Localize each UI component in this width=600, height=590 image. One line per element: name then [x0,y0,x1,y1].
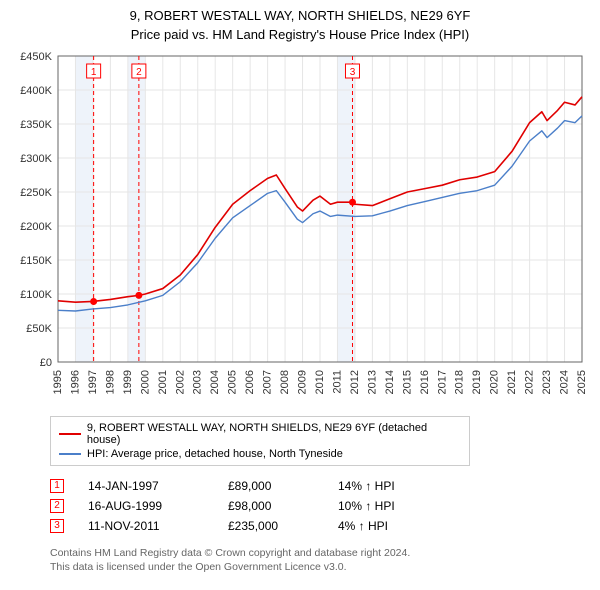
legend-label: HPI: Average price, detached house, Nort… [87,448,343,460]
svg-text:£0: £0 [40,357,52,369]
svg-text:1995: 1995 [52,370,64,394]
svg-text:2018: 2018 [454,370,466,394]
svg-text:£200K: £200K [20,221,52,233]
svg-text:2: 2 [136,67,142,78]
footer-line: Contains HM Land Registry data © Crown c… [50,546,590,560]
legend-label: 9, ROBERT WESTALL WAY, NORTH SHIELDS, NE… [87,422,461,446]
page-subtitle: Price paid vs. HM Land Registry's House … [10,27,590,42]
legend-item: 9, ROBERT WESTALL WAY, NORTH SHIELDS, NE… [59,421,461,447]
chart-container: 9, ROBERT WESTALL WAY, NORTH SHIELDS, NE… [0,0,600,580]
svg-text:£50K: £50K [26,323,52,335]
legend-item: HPI: Average price, detached house, Nort… [59,447,461,461]
event-diff: 10% ↑ HPI [338,499,448,513]
event-date: 16-AUG-1999 [88,499,228,513]
event-diff: 14% ↑ HPI [338,479,448,493]
event-marker: 3 [50,519,64,533]
event-row: 3 11-NOV-2011£235,0004% ↑ HPI [50,516,590,536]
svg-text:2007: 2007 [262,370,274,394]
svg-text:2002: 2002 [174,370,186,394]
event-price: £235,000 [228,519,338,533]
footer-line: This data is licensed under the Open Gov… [50,560,590,574]
line-chart: £0 £50K £100K £150K £200K £250K £300K £350K £400… [10,50,590,410]
event-date: 14-JAN-1997 [88,479,228,493]
svg-text:£100K: £100K [20,289,52,301]
svg-text:2025: 2025 [576,370,588,394]
svg-text:2003: 2003 [192,370,204,394]
svg-text:1996: 1996 [69,370,81,394]
svg-text:2021: 2021 [506,370,518,394]
svg-text:2005: 2005 [227,370,239,394]
svg-text:2006: 2006 [244,370,256,394]
svg-text:2011: 2011 [331,370,343,394]
page-title: 9, ROBERT WESTALL WAY, NORTH SHIELDS, NE… [10,8,590,25]
svg-text:£150K: £150K [20,255,52,267]
svg-text:2004: 2004 [209,370,221,394]
svg-text:2000: 2000 [139,370,151,394]
svg-text:2016: 2016 [419,370,431,394]
svg-text:£450K: £450K [20,51,52,63]
svg-text:2019: 2019 [471,370,483,394]
event-date: 11-NOV-2011 [88,519,228,533]
svg-text:£300K: £300K [20,153,52,165]
svg-text:2023: 2023 [541,370,553,394]
svg-text:2008: 2008 [279,370,291,394]
svg-text:£350K: £350K [20,119,52,131]
svg-text:2015: 2015 [401,370,413,394]
svg-text:1997: 1997 [87,370,99,394]
event-price: £98,000 [228,499,338,513]
svg-text:3: 3 [350,67,356,78]
svg-text:2001: 2001 [157,370,169,394]
svg-text:2024: 2024 [559,370,571,394]
legend-swatch [59,433,81,435]
event-row: 2 16-AUG-1999£98,00010% ↑ HPI [50,496,590,516]
svg-text:2014: 2014 [384,370,396,394]
svg-text:2013: 2013 [366,370,378,394]
svg-text:2010: 2010 [314,370,326,394]
event-price: £89,000 [228,479,338,493]
svg-text:2009: 2009 [297,370,309,394]
svg-text:1998: 1998 [104,370,116,394]
event-marker: 1 [50,479,64,493]
svg-text:1: 1 [91,67,97,78]
event-table: 1 14-JAN-1997£89,00014% ↑ HPI 2 16-AUG-1999… [50,476,590,536]
svg-text:2017: 2017 [436,370,448,394]
svg-text:2020: 2020 [489,370,501,394]
svg-text:£400K: £400K [20,85,52,97]
svg-text:1999: 1999 [122,370,134,394]
svg-text:2012: 2012 [349,370,361,394]
event-marker: 2 [50,499,64,513]
svg-text:£250K: £250K [20,187,52,199]
event-diff: 4% ↑ HPI [338,519,448,533]
svg-text:2022: 2022 [524,370,536,394]
legend: 9, ROBERT WESTALL WAY, NORTH SHIELDS, NE… [50,416,470,466]
event-row: 1 14-JAN-1997£89,00014% ↑ HPI [50,476,590,496]
legend-swatch [59,453,81,455]
footer: Contains HM Land Registry data © Crown c… [50,546,590,574]
